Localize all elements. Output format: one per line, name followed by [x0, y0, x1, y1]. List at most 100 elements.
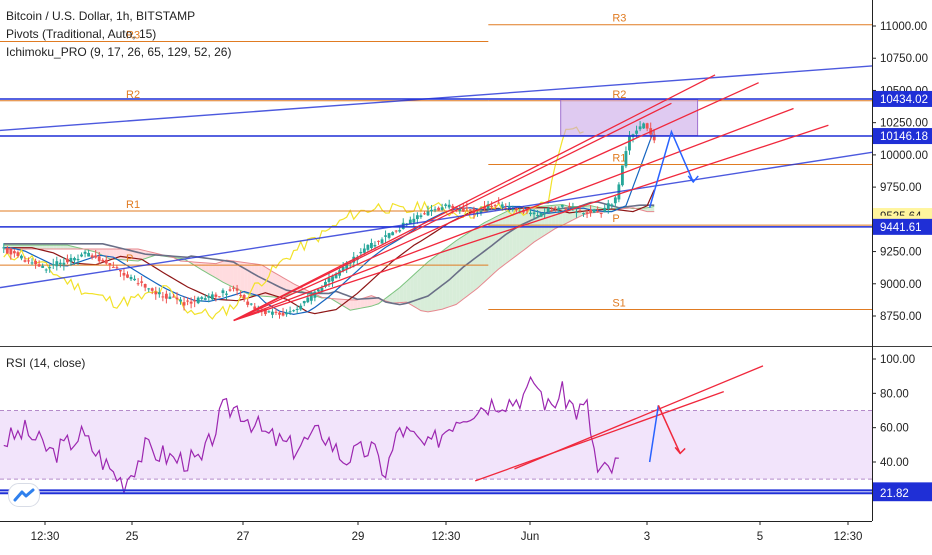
candle-body: [621, 165, 624, 186]
ichimoku-tenkan-line: [3, 128, 655, 316]
ichimoku-cloud-segment: [413, 271, 418, 309]
candle-body: [483, 206, 486, 209]
rsi-projection-down: [657, 405, 681, 454]
candle-body: [468, 209, 472, 211]
candle-body: [164, 293, 168, 299]
candle-body: [157, 292, 161, 295]
candle-body: [94, 255, 98, 258]
ichimoku-cloud-segment: [498, 213, 503, 269]
candle-body: [511, 208, 515, 210]
candle-body: [359, 251, 363, 254]
candle-body: [203, 298, 207, 300]
candle-body: [603, 207, 607, 212]
ichimoku-cloud-segment: [519, 207, 524, 254]
trend-fan-line: [233, 74, 716, 322]
ichimoku-cloud-segment: [410, 274, 414, 307]
candle-body: [546, 208, 550, 213]
candle-body: [578, 210, 582, 212]
ichimoku-cloud-segment: [102, 248, 107, 258]
ichimoku-cloud-segment: [28, 245, 33, 249]
candle-body: [437, 207, 441, 211]
ichimoku-cloud-segment: [283, 277, 287, 297]
ichimoku-cloud-segment: [240, 261, 245, 293]
candle-body: [140, 281, 144, 283]
price-label-box: [873, 90, 932, 107]
ichimoku-cloud-segment: [452, 240, 457, 306]
candle-body: [500, 204, 504, 207]
candle-body: [412, 218, 416, 223]
candle-body: [447, 204, 451, 208]
candle-body: [179, 299, 182, 302]
candle-body: [62, 262, 66, 265]
candle-body: [585, 212, 589, 214]
candle-body: [239, 294, 243, 296]
ichimoku-cloud-segment: [212, 263, 216, 278]
pivot-label: S1: [612, 298, 625, 310]
candle-body: [327, 278, 331, 283]
candle-body: [334, 273, 338, 279]
price-axis-label: 9000.00: [880, 279, 922, 291]
price-axis-label: 8750.00: [880, 311, 922, 323]
candle-body: [440, 207, 444, 210]
ichimoku-cloud-segment: [35, 245, 40, 249]
candle-body: [73, 258, 76, 261]
candle-body: [51, 264, 55, 266]
candle-body: [345, 263, 349, 269]
ichimoku-cloud-segment: [445, 245, 450, 309]
candle-body: [147, 288, 151, 290]
candle-body: [564, 209, 568, 211]
candle-body: [281, 312, 285, 316]
candle-body: [87, 252, 91, 257]
ichimoku-cloud-segment: [261, 264, 266, 297]
pivot-label: R2: [612, 89, 626, 101]
tradingview-logo-button[interactable]: [8, 483, 40, 507]
candle-body: [90, 255, 94, 258]
candle-body: [221, 290, 225, 294]
candle-body: [122, 272, 126, 276]
ichimoku-cloud-segment: [357, 298, 361, 309]
candle-body: [624, 151, 628, 167]
candle-body: [136, 283, 140, 285]
ichimoku-cloud-segment: [509, 208, 513, 261]
ichimoku-cloud-segment: [353, 299, 358, 310]
candle-body: [408, 219, 412, 224]
candle-body: [189, 301, 193, 304]
candle-body: [582, 213, 585, 215]
candle-body: [285, 312, 288, 315]
candle-body: [41, 265, 45, 268]
price-label-box: [873, 218, 932, 235]
candle-body: [635, 130, 638, 134]
ichimoku-cloud-segment: [46, 245, 50, 249]
rsi-projection-arrowhead: [674, 446, 686, 455]
candle-body: [529, 212, 532, 215]
time-axis-label: 5: [757, 531, 763, 543]
channel-line: [0, 65, 873, 132]
candle-body: [504, 207, 508, 209]
ichimoku-cloud-segment: [279, 275, 284, 298]
candle-body: [119, 270, 122, 272]
ichimoku-cloud-segment: [60, 245, 64, 249]
candle-body: [172, 296, 175, 298]
ichimoku-cloud-segment: [42, 245, 47, 249]
candle-body: [430, 209, 433, 212]
candle-body: [101, 259, 105, 262]
candle-body: [115, 267, 119, 269]
candle-body: [295, 308, 299, 310]
candle-body: [316, 289, 320, 292]
ichimoku-cloud-segment: [572, 206, 577, 220]
rsi-axis-label: 80.00: [880, 388, 909, 400]
ichimoku-kijun-line: [3, 189, 655, 315]
candle-body: [486, 204, 490, 209]
candle-body: [292, 310, 296, 312]
ichimoku-span-b: [3, 207, 655, 313]
candle-body: [175, 297, 179, 300]
candle-body: [398, 230, 402, 232]
tradingview-logo-icon: [13, 488, 35, 502]
pivot-label: P: [612, 213, 619, 225]
candle-body: [2, 247, 6, 249]
ichimoku-cloud-segment: [113, 248, 117, 260]
ichimoku-cloud-segment: [435, 253, 439, 311]
candle-body: [331, 276, 334, 282]
